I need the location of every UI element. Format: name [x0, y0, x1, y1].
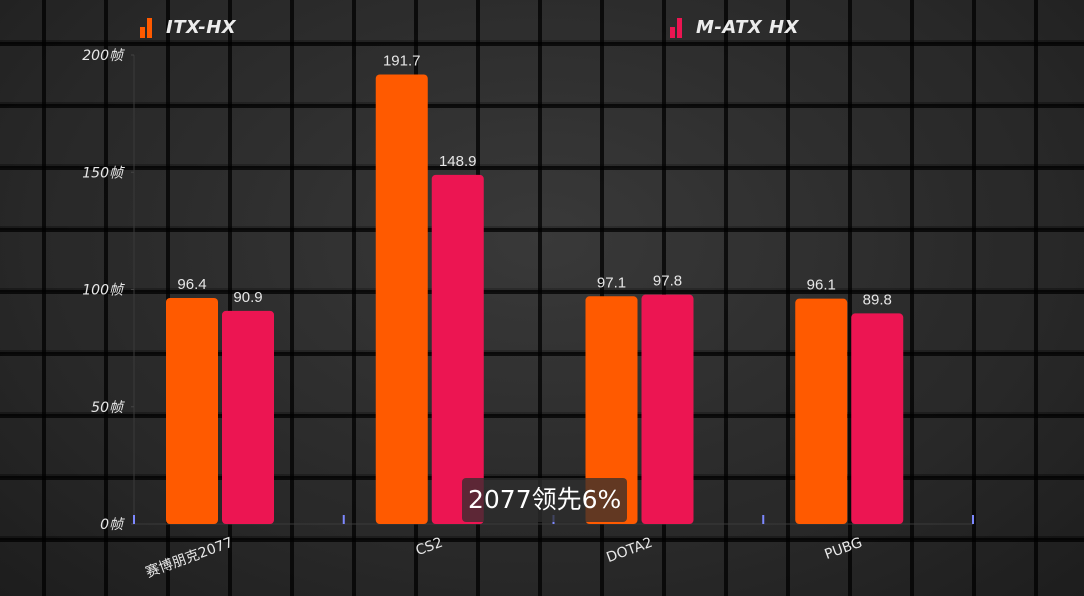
data-label: 90.9 [233, 289, 262, 306]
data-label: 97.1 [597, 274, 626, 291]
bar-chart-icon [140, 16, 156, 38]
subtitle-caption: 2077领先6% [462, 478, 628, 522]
legend-item-itx-hx: ITX-HX [140, 13, 236, 41]
data-label: 89.8 [863, 291, 892, 308]
x-tick-label: 赛博朋克2077 [143, 534, 235, 581]
bar-chart-icon [670, 16, 686, 38]
y-tick-label: 150帧 [82, 165, 125, 181]
legend-item-m-atx-hx: M-ATX HX [670, 13, 799, 41]
data-label: 96.1 [807, 277, 836, 294]
data-label: 148.9 [439, 153, 477, 170]
x-tick-label: PUBG [822, 535, 864, 563]
x-tick-label: DOTA2 [604, 535, 654, 566]
bar [795, 298, 848, 524]
data-label: 96.4 [177, 276, 206, 293]
bar [375, 74, 428, 524]
y-tick-label: 100帧 [82, 283, 125, 299]
data-label: 97.8 [653, 273, 682, 290]
chart-bars [166, 74, 904, 524]
legend-label: M-ATX HX [696, 16, 799, 38]
bar [641, 294, 694, 524]
bar [431, 174, 484, 524]
bar [851, 313, 904, 524]
y-tick-label: 0帧 [100, 517, 125, 533]
x-tick-label: CS2 [414, 535, 445, 559]
bar [222, 310, 274, 524]
bar [166, 297, 218, 524]
y-tick-label: 200帧 [82, 48, 125, 64]
legend-label: ITX-HX [166, 16, 237, 38]
y-tick-label: 50帧 [91, 400, 125, 416]
bar [585, 296, 638, 524]
data-label: 191.7 [383, 52, 421, 69]
